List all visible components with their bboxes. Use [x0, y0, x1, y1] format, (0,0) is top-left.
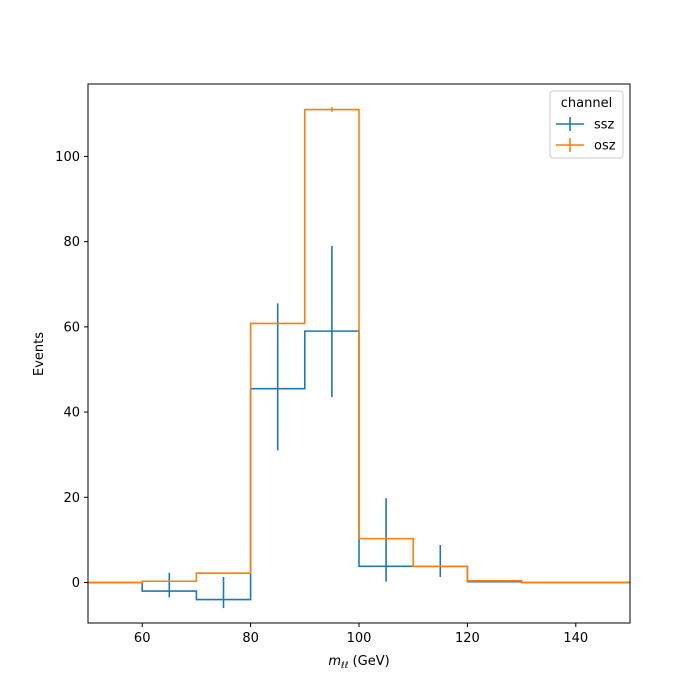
plot-area — [88, 107, 630, 609]
y-tick-label: 80 — [63, 235, 80, 250]
legend-entries: ssz osz — [556, 117, 616, 154]
x-tick-label: 120 — [455, 631, 480, 646]
legend-entry-osz: osz — [556, 138, 616, 154]
legend: channel ssz osz — [549, 90, 624, 159]
x-axis: 60 80 100 120 140 — [134, 623, 588, 646]
x-tick-label: 80 — [242, 631, 259, 646]
legend-entry-ssz: ssz — [556, 117, 615, 133]
x-axis-label: mℓℓ (GeV) — [328, 654, 389, 671]
x-axis-label-main: m — [328, 654, 341, 669]
x-tick-label: 60 — [134, 631, 151, 646]
y-axis-label: Events — [32, 332, 47, 376]
series-osz — [88, 107, 630, 584]
y-tick-label: 60 — [63, 320, 80, 335]
y-tick-label: 100 — [55, 150, 80, 165]
x-tick-label: 100 — [347, 631, 372, 646]
legend-box — [549, 90, 624, 159]
y-tick-label: 20 — [63, 491, 80, 506]
y-tick-label: 0 — [72, 576, 80, 591]
y-axis: 0 20 40 60 80 100 — [55, 150, 88, 591]
legend-label: osz — [594, 139, 616, 154]
x-axis-label-unit: (GeV) — [348, 654, 389, 669]
x-tick-label: 140 — [563, 631, 588, 646]
y-tick-label: 40 — [63, 406, 80, 421]
legend-title: channel — [561, 96, 612, 111]
series-osz-step-line — [88, 108, 630, 584]
legend-label: ssz — [594, 118, 615, 133]
x-axis-label-subscript: ℓℓ — [340, 661, 348, 671]
